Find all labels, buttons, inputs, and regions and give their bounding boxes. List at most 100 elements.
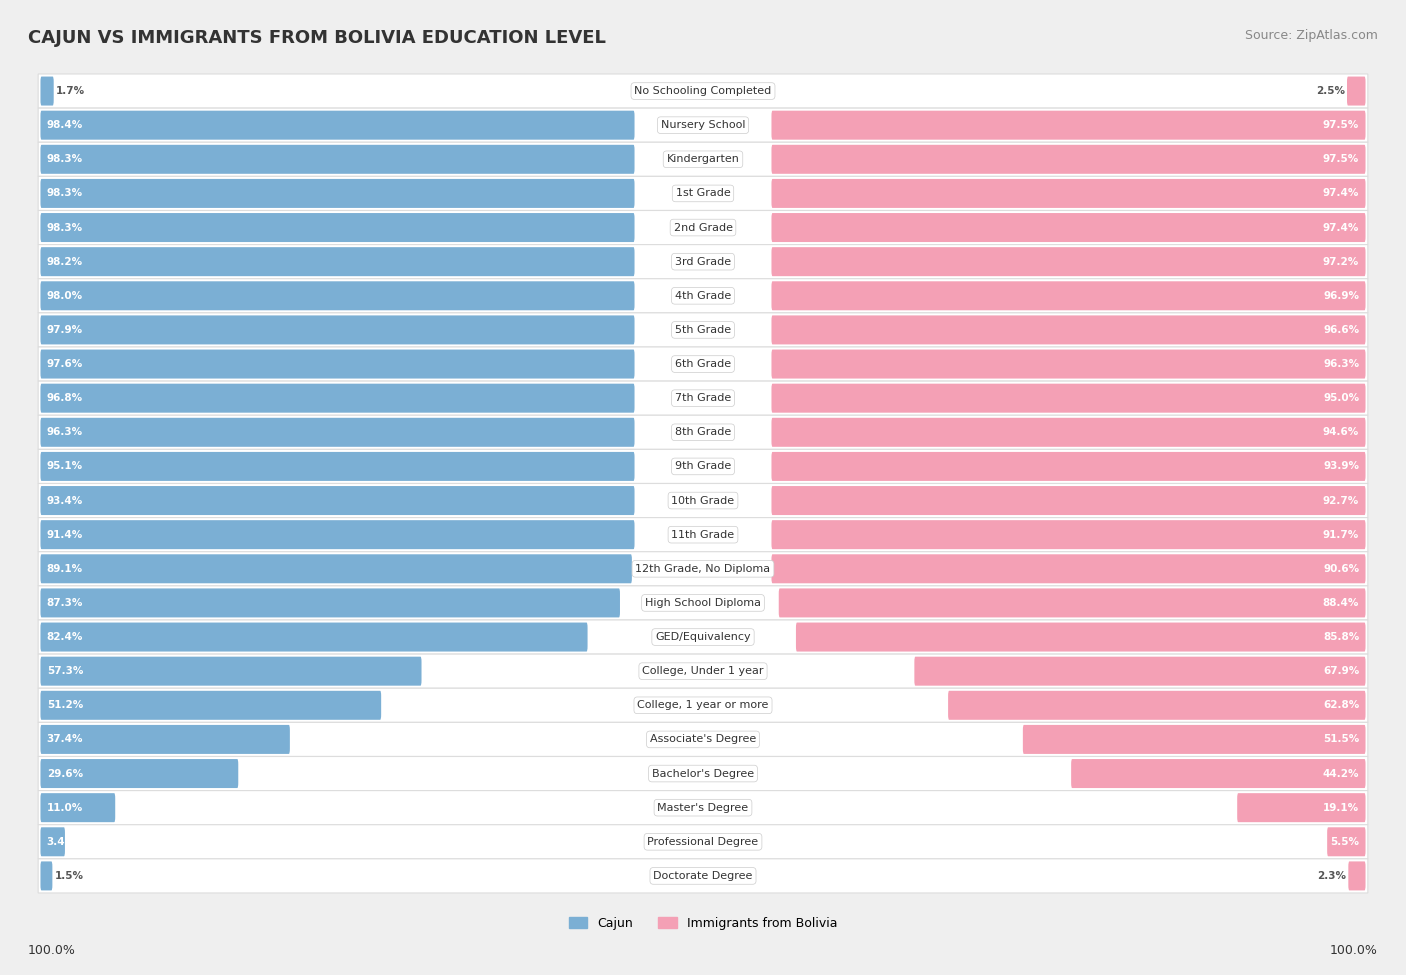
Text: 98.3%: 98.3% [46, 188, 83, 199]
FancyBboxPatch shape [1237, 794, 1365, 822]
Text: 98.0%: 98.0% [46, 291, 83, 301]
FancyBboxPatch shape [38, 825, 1368, 859]
Text: College, Under 1 year: College, Under 1 year [643, 666, 763, 677]
Text: 92.7%: 92.7% [1323, 495, 1360, 506]
Text: 12th Grade, No Diploma: 12th Grade, No Diploma [636, 564, 770, 574]
FancyBboxPatch shape [1327, 828, 1365, 856]
FancyBboxPatch shape [772, 452, 1365, 481]
Text: 89.1%: 89.1% [46, 564, 83, 574]
FancyBboxPatch shape [38, 620, 1368, 654]
FancyBboxPatch shape [1071, 760, 1365, 788]
Text: 90.6%: 90.6% [1323, 564, 1360, 574]
FancyBboxPatch shape [38, 176, 1368, 211]
FancyBboxPatch shape [948, 691, 1365, 720]
Text: 3.4%: 3.4% [46, 837, 76, 847]
Text: 1st Grade: 1st Grade [676, 188, 730, 199]
Text: 96.9%: 96.9% [1323, 291, 1360, 301]
Text: 98.3%: 98.3% [46, 154, 83, 165]
Text: 97.5%: 97.5% [1323, 154, 1360, 165]
FancyBboxPatch shape [41, 111, 634, 139]
FancyBboxPatch shape [38, 688, 1368, 722]
FancyBboxPatch shape [41, 179, 634, 208]
FancyBboxPatch shape [38, 211, 1368, 245]
FancyBboxPatch shape [38, 757, 1368, 791]
FancyBboxPatch shape [38, 108, 1368, 142]
Text: 87.3%: 87.3% [46, 598, 83, 608]
FancyBboxPatch shape [38, 279, 1368, 313]
Text: 9th Grade: 9th Grade [675, 461, 731, 472]
FancyBboxPatch shape [41, 452, 634, 481]
FancyBboxPatch shape [38, 484, 1368, 518]
FancyBboxPatch shape [38, 518, 1368, 552]
FancyBboxPatch shape [41, 282, 634, 310]
FancyBboxPatch shape [41, 862, 52, 890]
FancyBboxPatch shape [41, 145, 634, 174]
FancyBboxPatch shape [41, 77, 53, 105]
Text: High School Diploma: High School Diploma [645, 598, 761, 608]
Text: 11.0%: 11.0% [46, 802, 83, 813]
Text: 100.0%: 100.0% [1330, 945, 1378, 957]
FancyBboxPatch shape [41, 725, 290, 754]
Text: College, 1 year or more: College, 1 year or more [637, 700, 769, 711]
FancyBboxPatch shape [38, 313, 1368, 347]
FancyBboxPatch shape [772, 350, 1365, 378]
Text: 91.7%: 91.7% [1323, 529, 1360, 540]
FancyBboxPatch shape [41, 487, 634, 515]
Text: 96.6%: 96.6% [1323, 325, 1360, 335]
Text: 62.8%: 62.8% [1323, 700, 1360, 711]
Text: 4th Grade: 4th Grade [675, 291, 731, 301]
Text: 2nd Grade: 2nd Grade [673, 222, 733, 233]
FancyBboxPatch shape [1347, 77, 1365, 105]
Text: 1.7%: 1.7% [56, 86, 86, 97]
Text: 97.9%: 97.9% [46, 325, 83, 335]
Text: 2.5%: 2.5% [1316, 86, 1344, 97]
FancyBboxPatch shape [38, 449, 1368, 484]
Text: 85.8%: 85.8% [1323, 632, 1360, 643]
Text: CAJUN VS IMMIGRANTS FROM BOLIVIA EDUCATION LEVEL: CAJUN VS IMMIGRANTS FROM BOLIVIA EDUCATI… [28, 29, 606, 47]
FancyBboxPatch shape [41, 794, 115, 822]
Text: 1.5%: 1.5% [55, 871, 84, 881]
FancyBboxPatch shape [41, 828, 65, 856]
Text: 7th Grade: 7th Grade [675, 393, 731, 404]
FancyBboxPatch shape [41, 418, 634, 447]
FancyBboxPatch shape [796, 623, 1365, 651]
FancyBboxPatch shape [38, 415, 1368, 449]
FancyBboxPatch shape [38, 859, 1368, 893]
Text: 67.9%: 67.9% [1323, 666, 1360, 677]
FancyBboxPatch shape [772, 214, 1365, 242]
FancyBboxPatch shape [779, 589, 1365, 617]
Text: 2.3%: 2.3% [1317, 871, 1346, 881]
Text: 29.6%: 29.6% [46, 768, 83, 779]
Text: 6th Grade: 6th Grade [675, 359, 731, 370]
Text: 98.2%: 98.2% [46, 256, 83, 267]
Text: 96.3%: 96.3% [46, 427, 83, 438]
Text: 51.2%: 51.2% [46, 700, 83, 711]
Text: 97.2%: 97.2% [1323, 256, 1360, 267]
FancyBboxPatch shape [41, 760, 238, 788]
FancyBboxPatch shape [41, 589, 620, 617]
FancyBboxPatch shape [41, 691, 381, 720]
FancyBboxPatch shape [1022, 725, 1365, 754]
FancyBboxPatch shape [38, 381, 1368, 415]
Text: 96.8%: 96.8% [46, 393, 83, 404]
Text: 93.9%: 93.9% [1323, 461, 1360, 472]
FancyBboxPatch shape [772, 111, 1365, 139]
FancyBboxPatch shape [41, 248, 634, 276]
Text: Bachelor's Degree: Bachelor's Degree [652, 768, 754, 779]
Text: 51.5%: 51.5% [1323, 734, 1360, 745]
FancyBboxPatch shape [38, 142, 1368, 176]
FancyBboxPatch shape [41, 316, 634, 344]
Text: 100.0%: 100.0% [28, 945, 76, 957]
Text: Master's Degree: Master's Degree [658, 802, 748, 813]
Text: 95.1%: 95.1% [46, 461, 83, 472]
Text: Doctorate Degree: Doctorate Degree [654, 871, 752, 881]
FancyBboxPatch shape [38, 654, 1368, 688]
FancyBboxPatch shape [772, 555, 1365, 583]
Text: 97.6%: 97.6% [46, 359, 83, 370]
Legend: Cajun, Immigrants from Bolivia: Cajun, Immigrants from Bolivia [564, 912, 842, 935]
Text: 82.4%: 82.4% [46, 632, 83, 643]
Text: Source: ZipAtlas.com: Source: ZipAtlas.com [1244, 29, 1378, 42]
Text: 88.4%: 88.4% [1323, 598, 1360, 608]
Text: 5th Grade: 5th Grade [675, 325, 731, 335]
Text: 97.4%: 97.4% [1323, 222, 1360, 233]
